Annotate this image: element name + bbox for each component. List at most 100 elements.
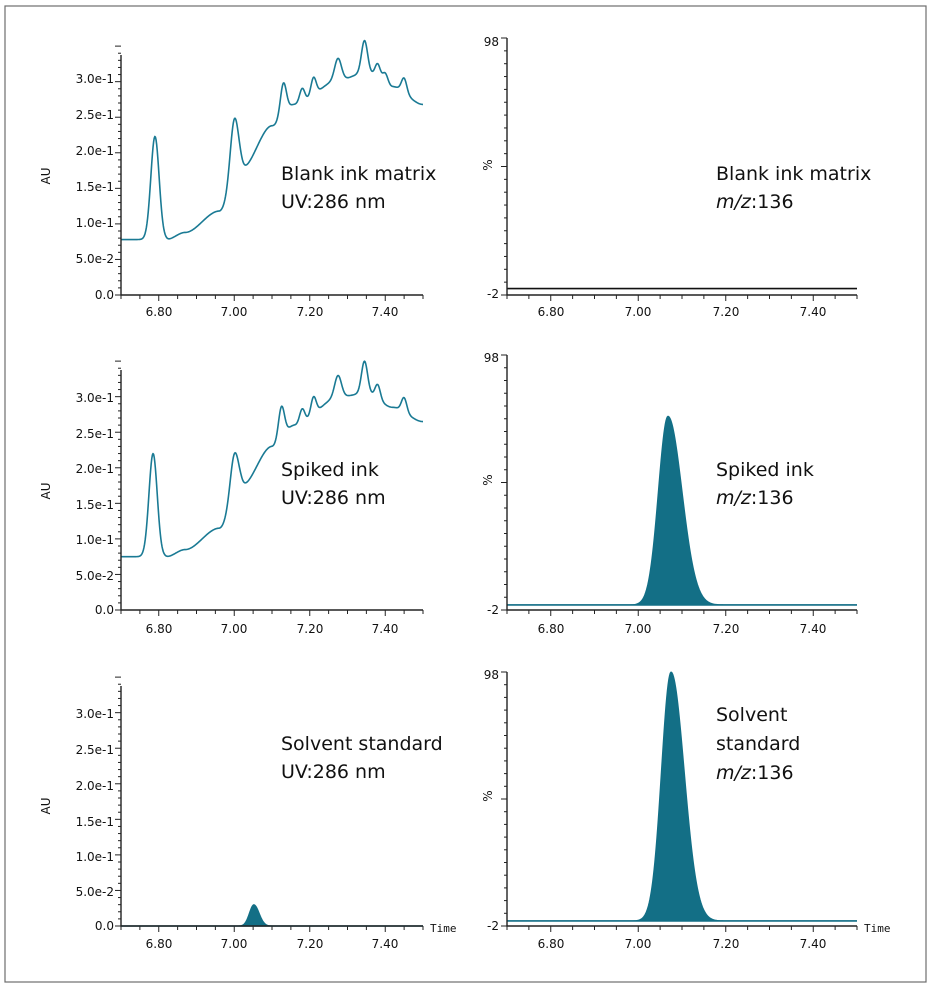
uv-spiked-ytick-0.0: 0.0: [95, 603, 114, 617]
ms-spiked-annotation-sample: Spiked ink: [716, 459, 814, 481]
uv-blank-ytick-2.5e-1: 2.5e-1: [76, 108, 114, 122]
uv-solvent-annotation-sample: Solvent standard: [281, 733, 443, 755]
uv-blank-xtick-6.80: 6.80: [146, 305, 173, 319]
uv-solvent-xtick-6.80: 6.80: [146, 937, 173, 951]
uv-blank-trace: [120, 39, 424, 241]
ms-blank-ytick-98: 98: [484, 35, 499, 49]
ms-solvent-ytick-98: 98: [484, 668, 499, 682]
ms-spiked-ytick--2: -2: [487, 603, 499, 617]
ms-solvent-ylabel: %: [481, 790, 495, 801]
ms-spiked-xtick-6.80: 6.80: [538, 622, 565, 636]
ms-spiked-annotation-mz: m/z:136: [716, 487, 794, 509]
ms-solvent-annotation-mz: m/z:136: [716, 762, 794, 784]
ms-spiked-ytick-98: 98: [484, 351, 499, 365]
uv-spiked-ytick-1.0e-1: 1.0e-1: [76, 533, 114, 547]
uv-spiked-ytick-2.5e-1: 2.5e-1: [76, 427, 114, 441]
uv-solvent-annotation-detector: UV:286 nm: [281, 761, 386, 783]
ms-blank-xtick-7.40: 7.40: [800, 305, 827, 319]
uv-solvent-axes: [120, 686, 423, 927]
uv-solvent-ticks: [115, 676, 424, 932]
ms-solvent-xtick-7.40: 7.40: [800, 937, 827, 951]
uv-solvent-ytick-1.0e-1: 1.0e-1: [76, 850, 114, 864]
ms-blank-annotation-sample: Blank ink matrix: [716, 163, 871, 185]
uv-spiked-xtick-7.00: 7.00: [221, 622, 248, 636]
uv-solvent-ytick-5.0e-2: 5.0e-2: [76, 885, 114, 899]
ms-blank-mz-label: m/z: [716, 191, 752, 213]
uv-spiked-xtick-7.40: 7.40: [372, 622, 399, 636]
uv-solvent-ytick-2.0e-1: 2.0e-1: [76, 779, 114, 793]
ms-solvent-xaxis-title: Time: [864, 922, 891, 935]
ms-solvent-xtick-6.80: 6.80: [538, 937, 565, 951]
panel-uv-solvent: AU 3.0e-1 2.5e-1 2.0e-1 1.5e-1 1.0e-1 5.…: [39, 676, 457, 951]
uv-solvent-ylabel: AU: [39, 798, 53, 815]
uv-spiked-ytick-5.0e-2: 5.0e-2: [76, 569, 114, 583]
panel-ms-solvent: % 98 -2 6.80 7.00 7.20 7.40 Time Solvent…: [481, 668, 891, 951]
ms-solvent-xtick-7.00: 7.00: [625, 937, 652, 951]
ms-solvent-ytick--2: -2: [487, 919, 499, 933]
ms-solvent-annotation-line1: Solvent: [716, 704, 787, 726]
uv-blank-ytick-0.0: 0.0: [95, 288, 114, 302]
ms-spiked-mz-value: :136: [751, 487, 794, 509]
uv-spiked-ytick-3.0e-1: 3.0e-1: [76, 391, 114, 405]
uv-solvent-xtick-7.20: 7.20: [297, 937, 324, 951]
ms-blank-ytick--2: -2: [487, 287, 499, 301]
uv-blank-ylabel: AU: [39, 168, 53, 185]
uv-solvent-ytick-3.0e-1: 3.0e-1: [76, 707, 114, 721]
uv-solvent-xtick-7.40: 7.40: [372, 937, 399, 951]
panel-uv-spiked: AU 3.0e-1 2.5e-1 2.0e-1 1.5e-1 1.0e-1 5.…: [39, 360, 424, 636]
ms-spiked-ylabel: %: [481, 474, 495, 485]
uv-blank-xtick-7.40: 7.40: [372, 305, 399, 319]
uv-spiked-xtick-7.20: 7.20: [297, 622, 324, 636]
uv-blank-ytick-1.5e-1: 1.5e-1: [76, 180, 114, 194]
ms-spiked-mz-label: m/z: [716, 487, 752, 509]
ms-blank-ticks: [501, 37, 858, 301]
ms-solvent-xtick-7.20: 7.20: [713, 937, 740, 951]
ms-spiked-xtick-7.00: 7.00: [625, 622, 652, 636]
uv-blank-axes: [120, 55, 423, 296]
ms-solvent-ticks: [501, 671, 858, 932]
uv-blank-ytick-5.0e-2: 5.0e-2: [76, 252, 114, 266]
uv-spiked-ytick-2.0e-1: 2.0e-1: [76, 462, 114, 476]
uv-blank-xtick-7.20: 7.20: [297, 305, 324, 319]
uv-spiked-ylabel: AU: [39, 483, 53, 500]
ms-blank-axes: [506, 38, 857, 296]
ms-spiked-xtick-7.20: 7.20: [713, 622, 740, 636]
uv-solvent-ytick-1.5e-1: 1.5e-1: [76, 815, 114, 829]
ms-blank-annotation-mz: m/z:136: [716, 191, 794, 213]
uv-spiked-annotation-detector: UV:286 nm: [281, 487, 386, 509]
panel-ms-spiked: % 98 -2 6.80 7.00 7.20 7.40 Spiked ink m…: [481, 351, 858, 636]
uv-spiked-axes: [120, 370, 423, 611]
ms-blank-mz-value: :136: [751, 191, 794, 213]
ms-blank-ylabel: %: [481, 159, 495, 170]
uv-spiked-trace: [120, 360, 424, 558]
ms-blank-xtick-7.00: 7.00: [625, 305, 652, 319]
uv-spiked-annotation-sample: Spiked ink: [281, 459, 379, 481]
uv-spiked-ytick-1.5e-1: 1.5e-1: [76, 498, 114, 512]
uv-blank-annotation-detector: UV:286 nm: [281, 191, 386, 213]
panel-ms-blank: % 98 -2 6.80 7.00 7.20 7.40 Blank ink ma…: [481, 35, 871, 319]
panel-uv-blank: AU 3.0e-1 2.5e-1 2.0e-1 1.5e-1 1.0e-1 5.…: [39, 39, 436, 319]
ms-solvent-mz-label: m/z: [716, 762, 752, 784]
ms-blank-xtick-6.80: 6.80: [538, 305, 565, 319]
uv-blank-ytick-1.0e-1: 1.0e-1: [76, 216, 114, 230]
ms-blank-xtick-7.20: 7.20: [713, 305, 740, 319]
uv-solvent-ytick-0.0: 0.0: [95, 919, 114, 933]
ms-spiked-axes: [506, 355, 857, 611]
ms-spiked-xtick-7.40: 7.40: [800, 622, 827, 636]
uv-blank-ytick-2.0e-1: 2.0e-1: [76, 144, 114, 158]
ms-spiked-peak-area: [507, 415, 857, 606]
figure-frame: [4, 5, 927, 983]
uv-solvent-peak-area: [121, 904, 423, 927]
ms-solvent-annotation-line2: standard: [716, 733, 800, 755]
ms-solvent-peak-area: [507, 671, 857, 922]
uv-solvent-ytick-2.5e-1: 2.5e-1: [76, 743, 114, 757]
uv-solvent-xaxis-title: Time: [430, 922, 457, 935]
ms-solvent-mz-value: :136: [751, 762, 794, 784]
uv-solvent-xtick-7.00: 7.00: [221, 937, 248, 951]
uv-spiked-xtick-6.80: 6.80: [146, 622, 173, 636]
uv-blank-ytick-3.0e-1: 3.0e-1: [76, 72, 114, 86]
uv-blank-xtick-7.00: 7.00: [221, 305, 248, 319]
ms-solvent-axes: [506, 672, 857, 927]
uv-blank-annotation-sample: Blank ink matrix: [281, 163, 436, 185]
